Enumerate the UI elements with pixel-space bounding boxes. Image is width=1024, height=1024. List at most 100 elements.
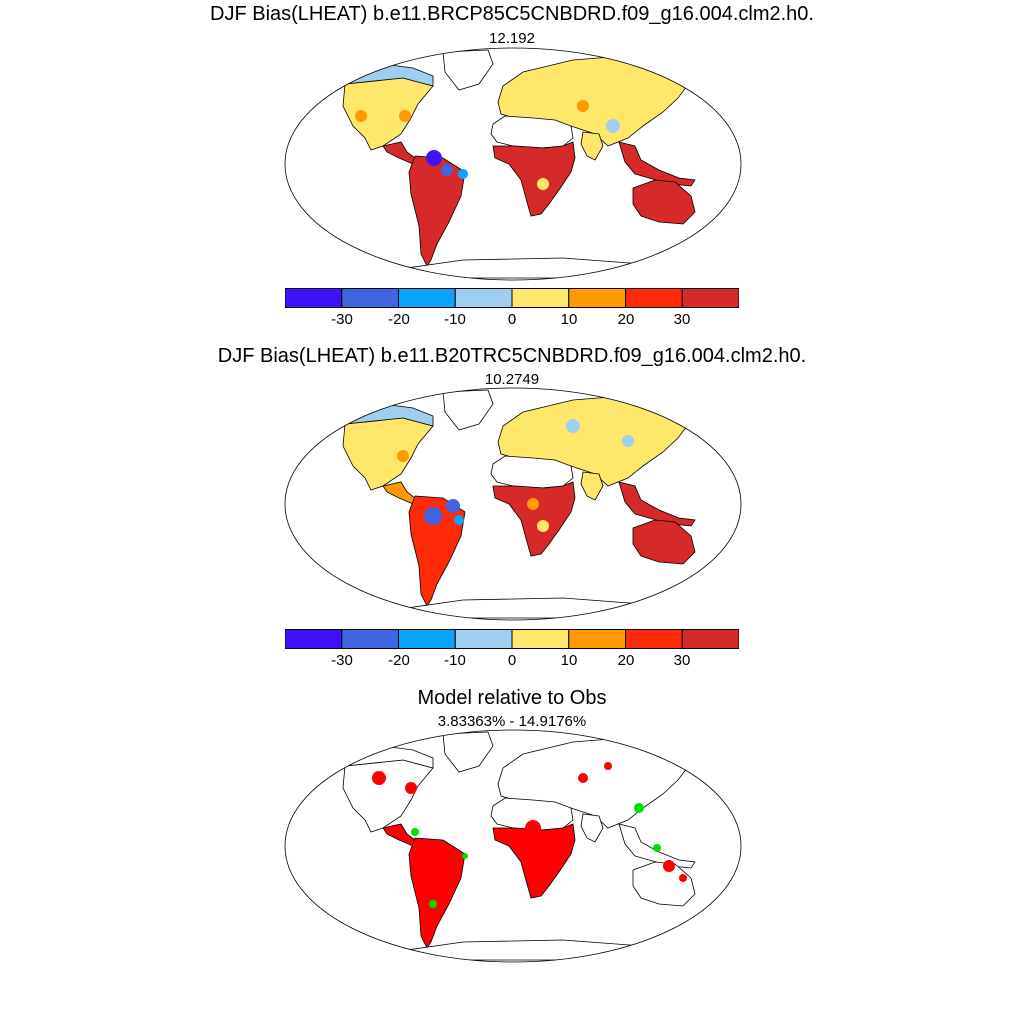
data-patch xyxy=(525,820,541,836)
region-sahara xyxy=(490,455,574,489)
panel-2-map xyxy=(284,387,742,621)
region-africa xyxy=(492,823,576,899)
colorbar-1-tick-label: 20 xyxy=(617,311,635,328)
data-patch xyxy=(537,178,549,190)
region-se-asia xyxy=(618,141,696,187)
data-patch xyxy=(578,773,588,783)
region-north-america xyxy=(342,417,434,491)
colorbar-1-labels: -30 -20 -10 0 10 20 30 xyxy=(285,311,739,329)
data-patch xyxy=(405,782,417,794)
map-border xyxy=(284,387,742,621)
colorbar-2-tick-label: -10 xyxy=(444,652,466,669)
panel-1-title: DJF Bias(LHEAT) b.e11.BRCP85C5CNBDRD.f09… xyxy=(210,3,814,25)
data-patch xyxy=(424,507,442,525)
region-india xyxy=(580,471,604,501)
colorbar-2-tick-label: 0 xyxy=(507,652,517,669)
region-north-america xyxy=(342,759,434,833)
region-sahara xyxy=(490,797,574,831)
colorbar-swatch xyxy=(625,288,683,308)
colorbar-1-tick-label: -20 xyxy=(388,311,410,328)
map-border xyxy=(284,47,742,281)
region-india xyxy=(580,131,604,161)
colorbar-2-tick-label: 30 xyxy=(673,652,691,669)
colorbar-swatch xyxy=(681,288,739,308)
colorbar-swatch xyxy=(681,629,739,649)
data-patch xyxy=(622,435,634,447)
data-patch xyxy=(441,164,453,176)
region-greenland xyxy=(442,49,494,91)
panel-3-map xyxy=(284,729,742,963)
colorbar-2-tick-label: 10 xyxy=(560,652,578,669)
region-australia xyxy=(632,519,696,565)
region-greenland xyxy=(442,731,494,773)
data-patch xyxy=(411,828,419,836)
colorbar-swatch xyxy=(285,629,343,649)
colorbar-2-tick-label: -20 xyxy=(388,652,410,669)
data-patch xyxy=(566,419,580,433)
data-patch xyxy=(604,762,612,770)
colorbar-2-tick-label: 20 xyxy=(617,652,635,669)
panel-2-subtitle: 10.2749 xyxy=(484,371,540,388)
colorbar-1-tick-label: -30 xyxy=(331,311,353,328)
data-patch xyxy=(355,110,367,122)
panel-1-map xyxy=(284,47,742,281)
colorbar-swatch xyxy=(568,288,626,308)
panel-3-subtitle: 3.83363% - 14.9176% xyxy=(437,713,587,730)
data-patch xyxy=(679,874,687,882)
data-patch xyxy=(426,150,442,166)
data-patch xyxy=(429,900,437,908)
data-patch xyxy=(372,771,386,785)
colorbar-1-tick-label: 0 xyxy=(507,311,517,328)
colorbar-swatch xyxy=(511,629,570,649)
region-australia xyxy=(632,179,696,225)
colorbar-swatch xyxy=(398,288,456,308)
region-se-asia xyxy=(618,823,696,869)
data-patch xyxy=(458,169,468,179)
region-se-asia xyxy=(618,481,696,527)
region-africa xyxy=(492,141,576,217)
colorbar-1-tick-label: 30 xyxy=(673,311,691,328)
data-patch xyxy=(606,119,620,133)
panel-3-title: Model relative to Obs xyxy=(417,687,607,709)
region-sahara xyxy=(490,115,574,149)
region-antarctica xyxy=(378,939,680,961)
colorbar-2 xyxy=(285,629,739,649)
data-patch xyxy=(454,515,464,525)
region-africa xyxy=(492,481,576,557)
colorbar-1-tick-label: -10 xyxy=(444,311,466,328)
region-south-america xyxy=(408,155,466,267)
region-central-america xyxy=(382,481,416,505)
data-patch xyxy=(537,520,549,532)
region-antarctica xyxy=(378,257,680,279)
data-patch xyxy=(397,450,409,462)
region-central-america xyxy=(382,823,416,847)
data-patch xyxy=(462,853,468,859)
data-patch xyxy=(577,100,589,112)
region-greenland xyxy=(442,389,494,431)
colorbar-swatch xyxy=(568,629,626,649)
colorbar-swatch xyxy=(398,629,456,649)
data-patch xyxy=(634,803,644,813)
colorbar-2-labels: -30 -20 -10 0 10 20 30 xyxy=(285,652,739,670)
region-south-america xyxy=(408,837,466,949)
colorbar-1-tick-label: 10 xyxy=(560,311,578,328)
region-india xyxy=(580,813,604,843)
data-patch xyxy=(399,110,411,122)
region-antarctica xyxy=(378,597,680,619)
colorbar-1 xyxy=(285,288,739,308)
panel-2-title: DJF Bias(LHEAT) b.e11.B20TRC5CNBDRD.f09_… xyxy=(217,345,807,367)
colorbar-swatch xyxy=(454,629,513,649)
colorbar-swatch xyxy=(341,288,399,308)
panel-1-subtitle: 12.192 xyxy=(489,30,535,47)
data-patch xyxy=(653,844,661,852)
colorbar-swatch xyxy=(285,288,343,308)
colorbar-swatch xyxy=(511,288,570,308)
region-central-america xyxy=(382,141,416,165)
region-south-america xyxy=(408,495,466,607)
colorbar-swatch xyxy=(454,288,513,308)
data-patch xyxy=(446,499,460,513)
colorbar-swatch xyxy=(625,629,683,649)
map-border xyxy=(284,729,742,963)
colorbar-swatch xyxy=(341,629,399,649)
colorbar-2-tick-label: -30 xyxy=(331,652,353,669)
